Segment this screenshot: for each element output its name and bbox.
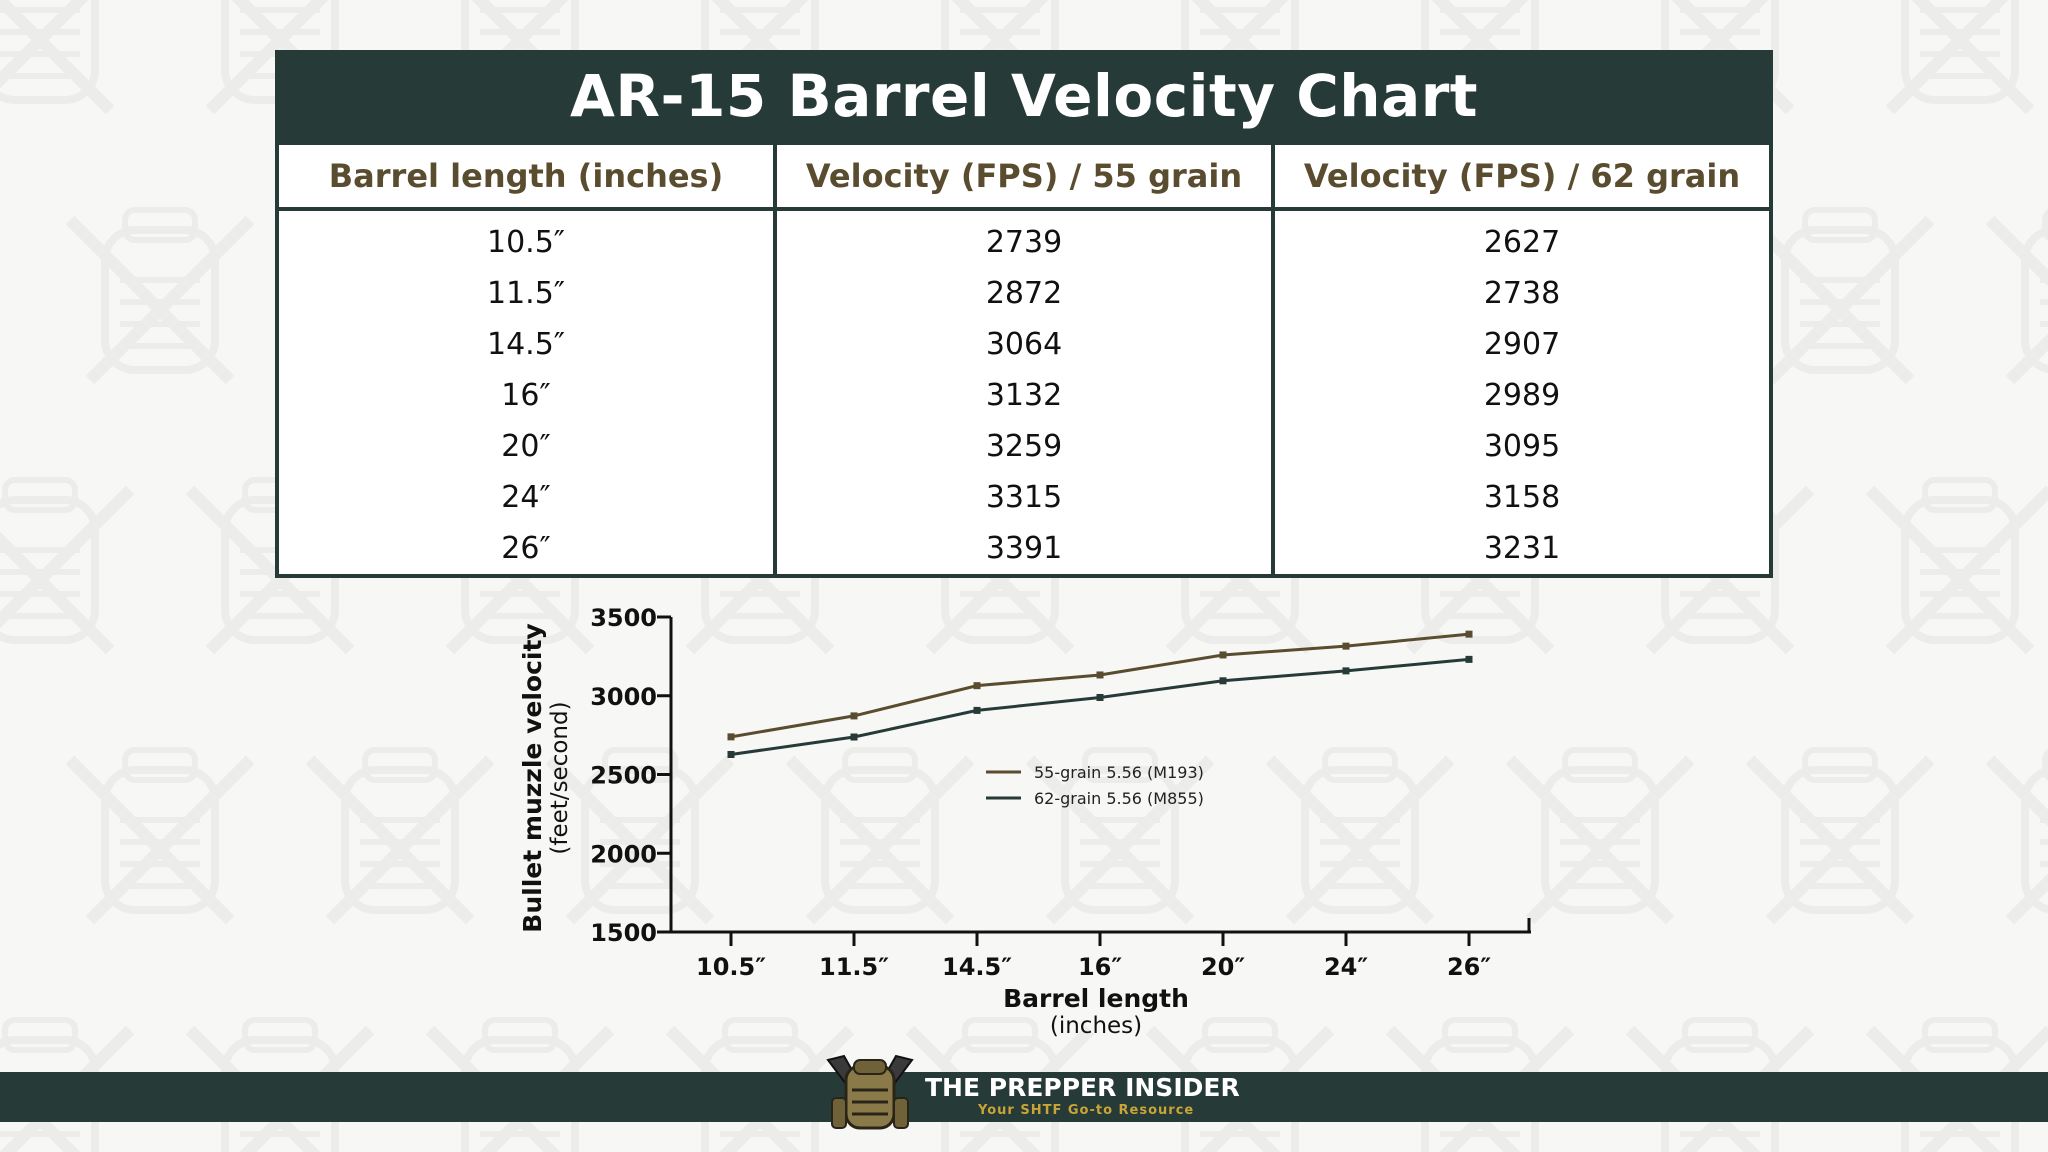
watermark-backpack-icon [1985, 209, 2048, 385]
table-header-row: Barrel length (inches) Velocity (FPS) / … [275, 141, 1773, 211]
x-axis-title: Barrel length [1003, 984, 1189, 1013]
cell-velocity-55: 3391 [773, 523, 1275, 576]
data-point [1219, 677, 1227, 685]
cell-velocity-62: 3231 [1271, 523, 1773, 576]
watermark-backpack-icon [545, 747, 735, 925]
cell-barrel-length: 14.5″ [275, 319, 777, 370]
x-tick-label: 24″ [1324, 953, 1368, 981]
data-point [973, 682, 981, 690]
watermark-backpack-icon [65, 207, 255, 385]
cell-barrel-length: 11.5″ [275, 268, 777, 319]
velocity-table: Barrel length (inches) Velocity (FPS) / … [275, 141, 1773, 578]
y-tick-label: 3000 [590, 683, 657, 711]
watermark-backpack-icon [785, 747, 975, 925]
cell-velocity-55: 2872 [773, 268, 1275, 319]
x-tick-label: 14.5″ [942, 953, 1012, 981]
data-point [727, 733, 735, 741]
x-tick-label: 11.5″ [819, 953, 889, 981]
data-point [850, 733, 858, 741]
backpack-logo-icon [826, 1054, 914, 1130]
y-axis-subtitle: (feet/second) [547, 701, 573, 854]
watermark-backpack-icon [1885, 0, 2035, 115]
cell-velocity-62: 2627 [1271, 209, 1773, 268]
watermark-backpack-icon [1265, 747, 1455, 925]
chart-title: AR-15 Barrel Velocity Chart [275, 50, 1773, 142]
watermark-backpack-icon [1745, 207, 1935, 385]
x-axis-ticks: 10.5″ 11.5″ 14.5″ 16″ 20″ 24″ 26″ [696, 918, 1531, 981]
y-tick-label: 1500 [590, 919, 657, 947]
data-point [1465, 655, 1473, 663]
watermark-backpack-icon [1985, 749, 2048, 925]
series-points [727, 630, 1473, 758]
cell-barrel-length: 16″ [275, 370, 777, 421]
table-row: 20″ 3259 3095 [275, 421, 1773, 472]
header-velocity-55: Velocity (FPS) / 55 grain [773, 141, 1275, 211]
cell-barrel-length: 26″ [275, 523, 777, 576]
data-point [1096, 693, 1104, 701]
x-tick-label: 16″ [1078, 953, 1122, 981]
data-point [1465, 630, 1473, 638]
watermark-backpack-icon [305, 747, 495, 925]
watermark-backpack-icon [1025, 747, 1215, 925]
cell-velocity-62: 3095 [1271, 421, 1773, 472]
cell-barrel-length: 10.5″ [275, 209, 777, 268]
data-point [1342, 667, 1350, 675]
cell-velocity-62: 2738 [1271, 268, 1773, 319]
watermark-backpack-icon [1505, 747, 1695, 925]
y-axis-ticks: 3500 3000 2500 2000 1500 [590, 604, 671, 947]
data-point [1096, 671, 1104, 679]
data-point [850, 712, 858, 720]
watermark-backpack-icon [1865, 477, 2048, 655]
x-tick-label: 20″ [1201, 953, 1245, 981]
x-tick-label: 26″ [1447, 953, 1491, 981]
cell-velocity-62: 2907 [1271, 319, 1773, 370]
data-point [973, 706, 981, 714]
table-row: 24″ 3315 3158 [275, 472, 1773, 523]
watermark-backpack-icon [0, 0, 115, 115]
series-line-1 [730, 632, 1470, 739]
cell-barrel-length: 24″ [275, 472, 777, 523]
header-barrel-length: Barrel length (inches) [275, 141, 777, 211]
brand-tagline: Your SHTF Go-to Resource [978, 1103, 1195, 1118]
y-tick-label: 2000 [590, 840, 657, 868]
y-tick-label: 2500 [590, 762, 657, 790]
data-point [1342, 642, 1350, 650]
table-row: 11.5″ 2872 2738 [275, 268, 1773, 319]
cell-velocity-62: 2989 [1271, 370, 1773, 421]
header-velocity-62: Velocity (FPS) / 62 grain [1271, 141, 1773, 211]
y-tick-label: 3500 [590, 604, 657, 632]
brand-name: THE PREPPER INSIDER [925, 1073, 1240, 1102]
footer-bar [0, 1072, 2048, 1122]
table-row: 26″ 3391 3231 [275, 523, 1773, 576]
table-row: 10.5″ 2739 2627 [275, 209, 1773, 268]
table-row: 14.5″ 3064 2907 [275, 319, 1773, 370]
x-axis-subtitle: (inches) [1050, 1013, 1142, 1039]
cell-velocity-55: 2739 [773, 209, 1275, 268]
cell-velocity-62: 3158 [1271, 472, 1773, 523]
cell-velocity-55: 3064 [773, 319, 1275, 370]
legend-label: 62-grain 5.56 (M855) [1034, 789, 1204, 808]
y-axis-title: Bullet muzzle velocity [518, 623, 547, 932]
watermark-backpack-icon [0, 477, 135, 655]
cell-velocity-55: 3315 [773, 472, 1275, 523]
cell-barrel-length: 20″ [275, 421, 777, 472]
data-point [727, 750, 735, 758]
data-point [1219, 651, 1227, 659]
cell-velocity-55: 3132 [773, 370, 1275, 421]
watermark-backpack-icon [1745, 747, 1935, 925]
legend-label: 55-grain 5.56 (M193) [1034, 763, 1204, 782]
table-row: 16″ 3132 2989 [275, 370, 1773, 421]
cell-velocity-55: 3259 [773, 421, 1275, 472]
watermark-backpack-icon [65, 747, 255, 925]
chart-legend: 55-grain 5.56 (M193) 62-grain 5.56 (M855) [986, 763, 1204, 808]
x-tick-label: 10.5″ [696, 953, 766, 981]
